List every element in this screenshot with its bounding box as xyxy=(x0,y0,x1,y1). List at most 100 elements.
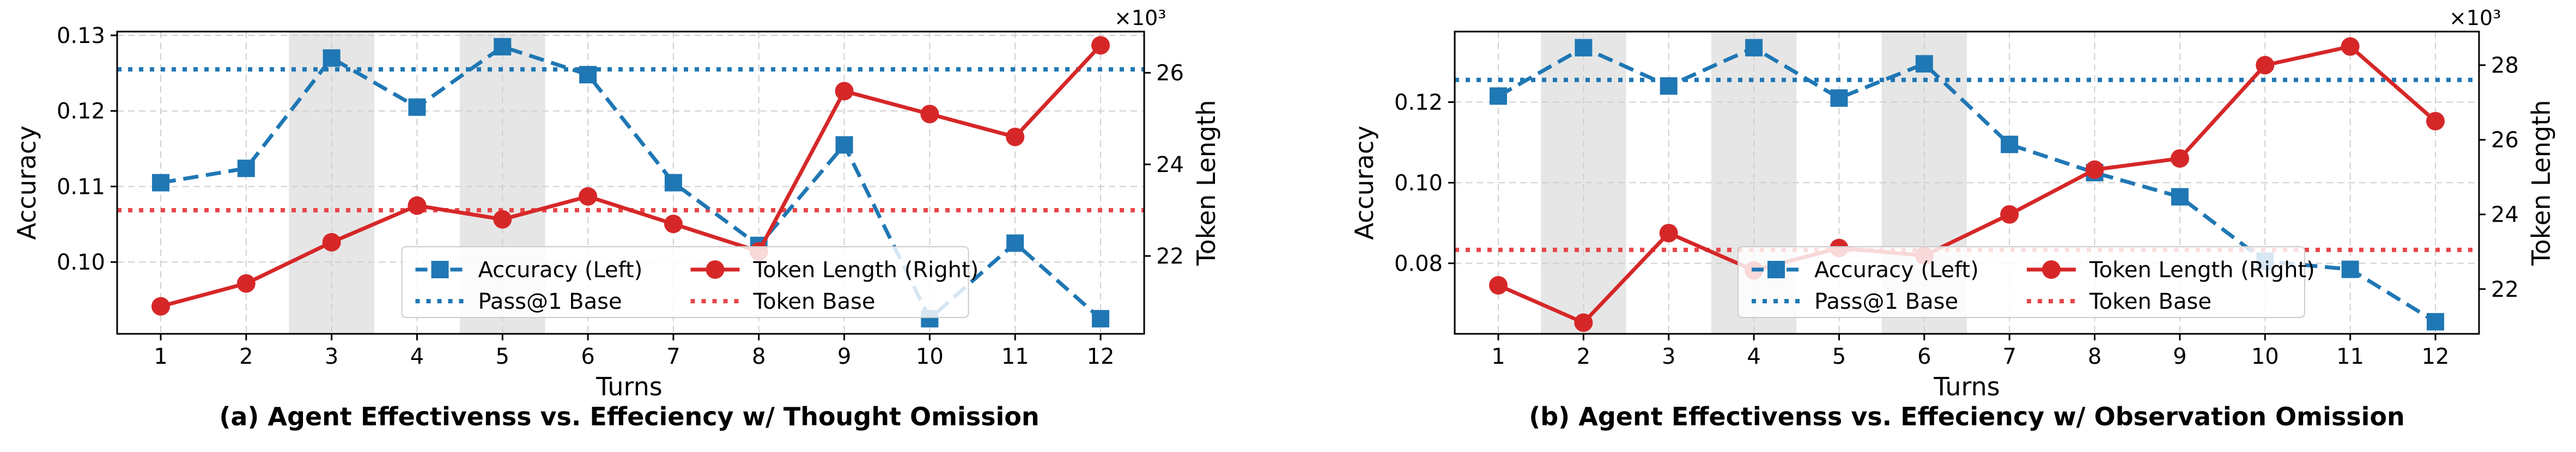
legend-label: Token Length (Right) xyxy=(2089,258,2315,283)
x-tick-label: 7 xyxy=(2002,344,2016,369)
accuracy-point xyxy=(2171,188,2189,206)
x-tick-label: 1 xyxy=(154,344,167,369)
accuracy-point xyxy=(1660,77,1678,95)
legend-swatch-tok xyxy=(690,260,740,279)
chart-panel-a: 1 2 3 4 5 6 7 8 9 10 11 120.100.110.120.13222426×10… xyxy=(12,6,1221,431)
accuracy-point xyxy=(1915,55,1933,73)
y2-tick-label: 22 xyxy=(1156,244,1184,269)
legend-label: Accuracy (Left) xyxy=(478,258,643,283)
x-tick-label: 12 xyxy=(2422,344,2450,369)
chart-caption: (a) Agent Effectivenss vs. Effeciency w/… xyxy=(219,402,1039,431)
y2-multiplier-label: ×10³ xyxy=(2449,6,2501,30)
x-tick-label: 8 xyxy=(2088,344,2101,369)
accuracy-point xyxy=(2427,313,2444,331)
y2-axis-label: Token Length xyxy=(2526,100,2556,266)
token-length-point xyxy=(2085,160,2104,179)
chart-caption: (b) Agent Effectivenss vs. Effeciency w/… xyxy=(1529,402,2405,431)
token-length-line xyxy=(160,44,1102,308)
x-tick-label: 12 xyxy=(1087,344,1115,369)
token-length-point xyxy=(664,215,683,234)
x-tick-label: 9 xyxy=(837,344,851,369)
legend-label: Token Length (Right) xyxy=(753,258,979,283)
y-axis-label: Accuracy xyxy=(12,125,41,240)
y2-tick-label: 24 xyxy=(2491,203,2519,228)
legend-accuracy-marker xyxy=(431,261,449,278)
y-tick-label: 0.12 xyxy=(57,99,105,124)
accuracy-point xyxy=(1092,310,1109,328)
token-length-line xyxy=(1497,44,2437,325)
y2-tick-label: 26 xyxy=(1156,61,1184,86)
legend-label: Token Base xyxy=(753,289,876,314)
accuracy-point xyxy=(1575,39,1593,57)
accuracy-point xyxy=(1745,39,1763,57)
token-length-point xyxy=(1006,127,1025,146)
legend-swatch-acc xyxy=(415,261,465,278)
x-tick-label: 11 xyxy=(2336,344,2364,369)
y2-multiplier-label: ×10³ xyxy=(1114,6,1166,30)
y2-tick-label: 26 xyxy=(2491,128,2519,153)
legend-box xyxy=(401,246,969,318)
accuracy-point xyxy=(1006,234,1024,252)
accuracy-point xyxy=(1830,89,1848,107)
legend-swatch-tok xyxy=(2027,260,2076,279)
accuracy-point xyxy=(2341,260,2359,278)
token-length-point xyxy=(236,274,256,293)
legend-label: Pass@1 Base xyxy=(478,289,622,314)
y-tick-label: 0.11 xyxy=(57,174,105,199)
accuracy-point xyxy=(579,66,597,84)
legend-label: Accuracy (Left) xyxy=(1814,258,1979,283)
accuracy-point xyxy=(237,160,255,178)
token-length-point xyxy=(2341,37,2360,56)
token-length-point xyxy=(2170,149,2189,168)
accuracy-point xyxy=(664,174,682,192)
token-length-point xyxy=(2426,112,2445,131)
token-length-point xyxy=(920,105,939,124)
y-tick-label: 0.08 xyxy=(1394,252,1443,277)
legend-box xyxy=(1737,246,2305,318)
y-tick-label: 0.13 xyxy=(57,23,105,48)
y2-tick-label: 22 xyxy=(2491,277,2519,302)
accuracy-point xyxy=(835,136,853,154)
plot-frame xyxy=(116,30,1145,335)
token-length-point xyxy=(493,210,512,229)
legend-label: Token Base xyxy=(2089,289,2212,314)
x-axis-label: Turns xyxy=(596,372,663,401)
accuracy-point xyxy=(1490,87,1507,105)
legend: Accuracy (Left) Token Length (Right) Pass@… xyxy=(1737,246,2315,318)
accuracy-point xyxy=(2001,136,2019,154)
x-tick-label: 3 xyxy=(1662,344,1675,369)
x-tick-label: 8 xyxy=(752,344,765,369)
token-length-point xyxy=(579,187,598,206)
accuracy-point xyxy=(494,38,512,56)
legend-swatch-acc xyxy=(1752,261,1801,278)
x-tick-label: 6 xyxy=(581,344,594,369)
accuracy-line xyxy=(1497,45,2437,323)
legend-accuracy-marker xyxy=(1767,261,1785,278)
x-tick-label: 5 xyxy=(1832,344,1846,369)
y2-tick-label: 28 xyxy=(2491,53,2519,78)
x-tick-label: 2 xyxy=(1577,344,1590,369)
x-tick-label: 4 xyxy=(410,344,424,369)
chart-panel-b: 1 2 3 4 5 6 7 8 9 10 11 120.080.100.1222242628×10³A… xyxy=(1350,6,2556,431)
token-length-point xyxy=(2256,56,2275,75)
accuracy-point xyxy=(323,49,341,67)
token-length-point xyxy=(1659,224,1678,242)
y2-axis-label: Token Length xyxy=(1192,100,1221,266)
x-tick-label: 11 xyxy=(1001,344,1029,369)
y-tick-label: 0.10 xyxy=(1394,171,1443,196)
token-length-point xyxy=(835,82,854,101)
legend-token-marker xyxy=(2042,260,2061,279)
legend-token-marker xyxy=(706,260,725,279)
token-length-point xyxy=(151,297,170,316)
x-tick-label: 3 xyxy=(325,344,338,369)
y2-tick-label: 24 xyxy=(1156,152,1184,178)
x-tick-label: 9 xyxy=(2173,344,2186,369)
token-length-point xyxy=(2000,205,2019,224)
x-tick-label: 5 xyxy=(496,344,509,369)
x-tick-label: 1 xyxy=(1491,344,1505,369)
token-length-point xyxy=(1091,36,1110,55)
y-tick-label: 0.12 xyxy=(1394,90,1443,115)
token-length-point xyxy=(1574,313,1593,332)
